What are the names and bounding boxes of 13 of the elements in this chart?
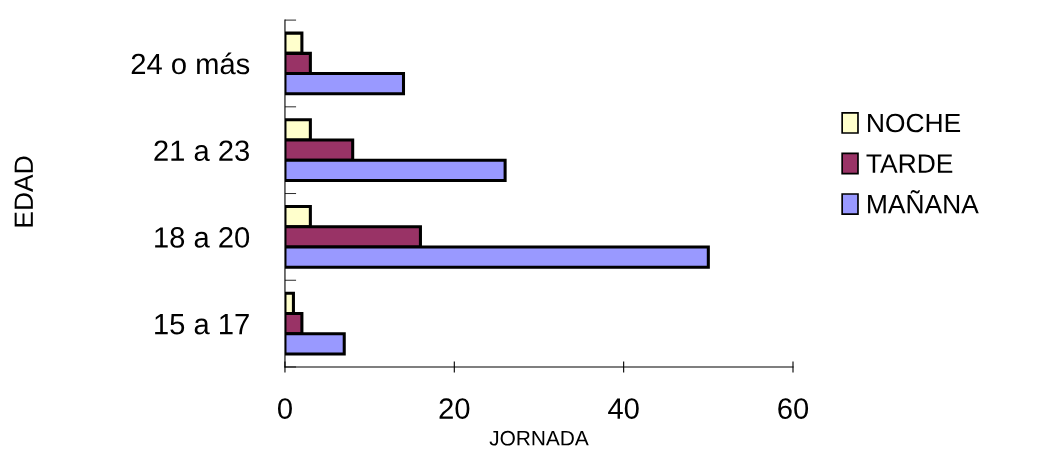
x-tick-label: 60 — [778, 398, 809, 419]
y-tick-label: 15 a 17 — [155, 314, 249, 335]
x-axis-title: JORNADA — [489, 430, 589, 446]
x-tick-label: 0 — [277, 398, 292, 419]
y-axis-title: EDAD — [14, 156, 33, 227]
x-tick-label: 40 — [608, 398, 639, 419]
y-tick-label: 18 a 20 — [155, 227, 250, 248]
legend-label: TARDE — [866, 154, 953, 173]
legend-label: MAÑANA — [868, 190, 979, 214]
y-tick-label: 21 a 23 — [154, 140, 249, 162]
legend-label: NOCHE — [868, 113, 961, 133]
x-tick-label: 20 — [439, 398, 470, 419]
y-tick-label: 24 o más — [131, 52, 250, 75]
